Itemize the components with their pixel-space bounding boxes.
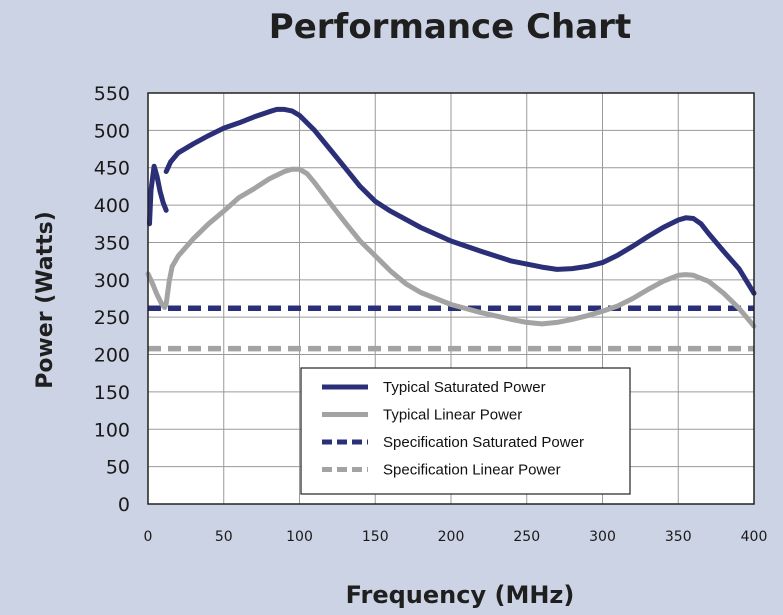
x-tick-label: 100	[286, 529, 313, 545]
y-tick-label: 100	[94, 419, 130, 441]
x-axis-label: Frequency (MHz)	[346, 581, 575, 609]
legend-label: Specification Linear Power	[383, 462, 561, 479]
y-tick-label: 350	[94, 232, 130, 254]
legend-label: Typical Saturated Power	[383, 379, 546, 396]
x-tick-label: 50	[215, 529, 233, 545]
y-tick-label: 400	[94, 195, 130, 217]
y-tick-label: 150	[94, 382, 130, 404]
plot-border	[147, 92, 755, 505]
x-tick-label: 200	[438, 529, 465, 545]
y-tick-label: 300	[94, 270, 130, 292]
y-axis-label: Power (Watts)	[33, 211, 58, 389]
x-tick-label: 300	[589, 529, 616, 545]
series-line-typical-saturated-power	[147, 163, 169, 227]
legend-label: Specification Saturated Power	[383, 434, 584, 451]
series-line-typical-saturated-power	[163, 106, 757, 296]
y-tick-label: 450	[94, 158, 130, 180]
y-tick-label: 50	[106, 457, 130, 479]
legend-label: Typical Linear Power	[383, 407, 522, 424]
series-line-typical-linear-power	[145, 166, 757, 329]
legend-entries: Typical Saturated Power Typical Linear Po…	[322, 379, 584, 479]
series-layer	[145, 106, 757, 352]
x-tick-label: 350	[665, 529, 692, 545]
x-tick-label: 150	[362, 529, 389, 545]
y-tick-label: 550	[94, 83, 130, 105]
chart-title: Performance Chart	[269, 7, 631, 47]
legend: Typical Saturated Power Typical Linear Po…	[300, 367, 631, 495]
y-tick-label: 500	[94, 120, 130, 142]
x-axis-ticks: 0 50 100 150 200 250 300 350 400	[144, 529, 768, 545]
y-tick-label: 250	[94, 307, 130, 329]
x-tick-label: 0	[144, 529, 153, 545]
x-tick-label: 250	[513, 529, 540, 545]
y-tick-label: 200	[94, 345, 130, 367]
x-tick-label: 400	[741, 529, 768, 545]
y-axis-ticks: 0 50 100 150 200 250 300 350 400 450 500 550	[94, 83, 130, 516]
y-tick-label: 0	[118, 494, 130, 516]
